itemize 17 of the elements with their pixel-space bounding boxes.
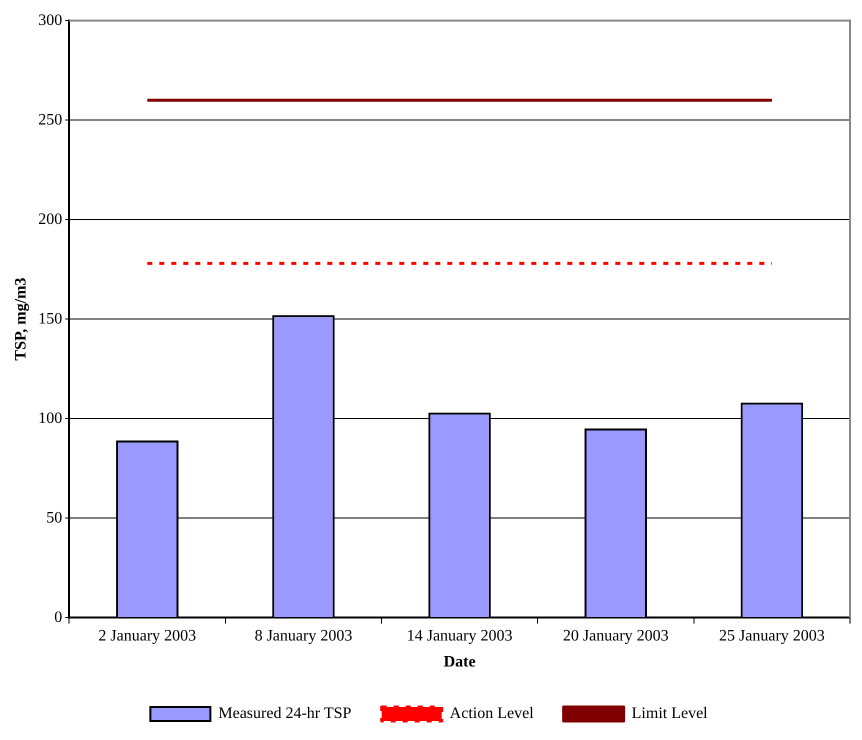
x-tick-label: 14 January 2003	[406, 627, 512, 644]
y-tick-label: 200	[38, 210, 62, 228]
x-tick-label: 2 January 2003	[98, 627, 196, 644]
y-tick-label: 150	[38, 310, 62, 328]
legend-label: Action Level	[450, 705, 534, 722]
legend-label: Measured 24-hr TSP	[218, 705, 352, 722]
y-tick-label: 50	[46, 509, 62, 526]
x-axis-title: Date	[444, 654, 476, 671]
x-tick-label: 25 January 2003	[719, 627, 825, 644]
x-tick-label: 20 January 2003	[562, 627, 669, 644]
y-tick-label: 100	[38, 410, 62, 427]
x-tick-label: 8 January 2003	[254, 627, 352, 644]
y-tick-label: 250	[38, 111, 62, 128]
y-tick-label: 0	[54, 608, 62, 626]
y-tick-label: 300	[38, 12, 62, 29]
y-axis-title: TSP, mg/m3	[12, 278, 30, 361]
legend-label: Limit Level	[632, 705, 708, 722]
